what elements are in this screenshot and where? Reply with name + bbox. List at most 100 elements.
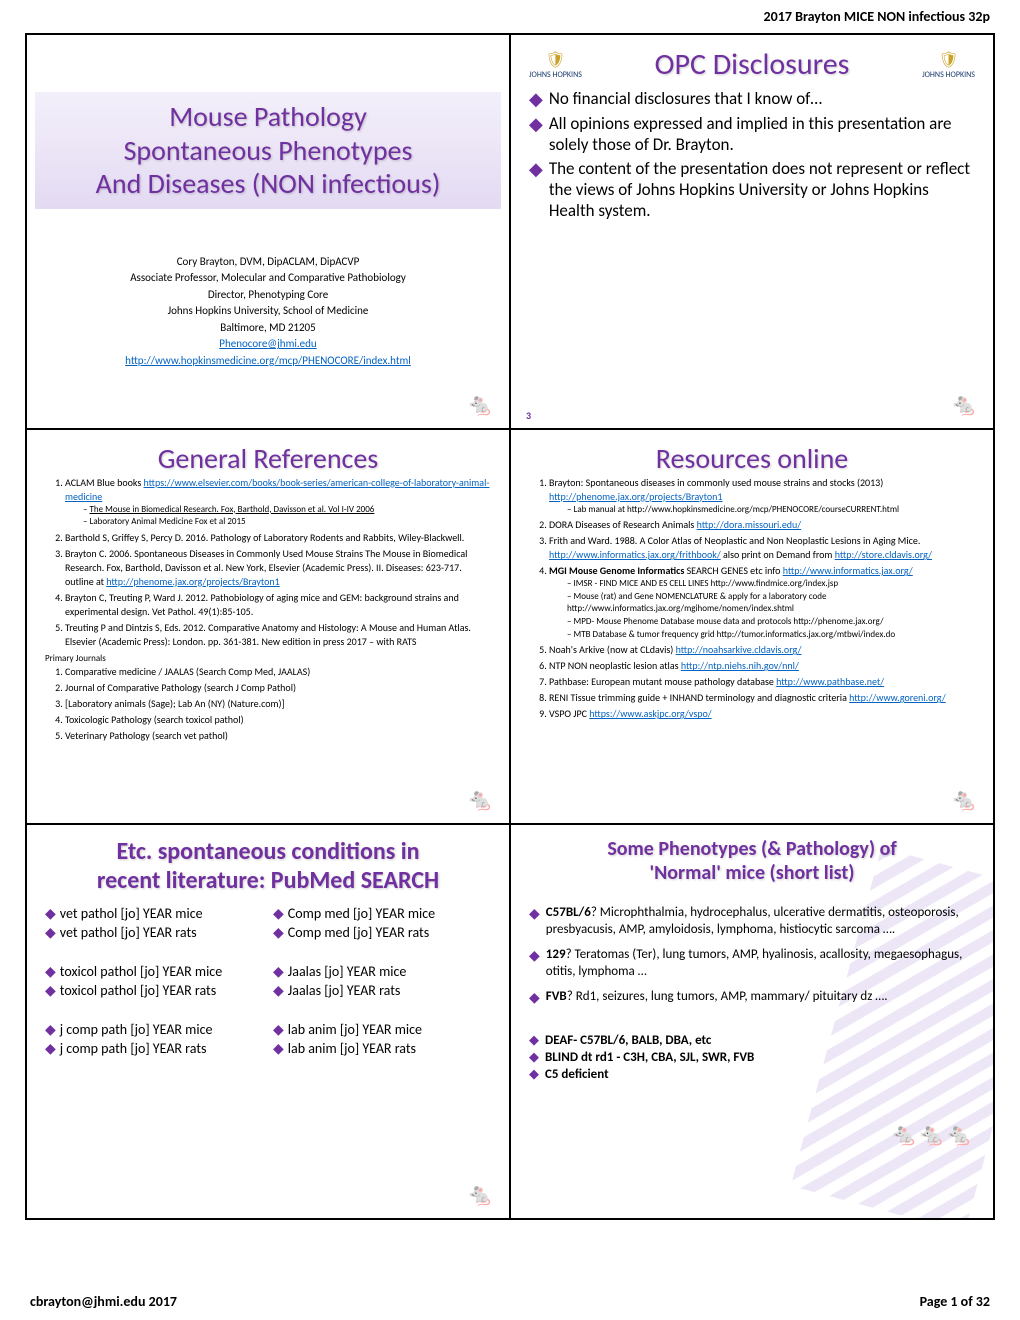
jh-logo-left: 🛡JOHNS HOPKINS <box>529 50 582 80</box>
main-title-line3: And Diseases (NON infectious) <box>43 167 493 201</box>
resource-item: VSPO JPC https://www.askjpc.org/vspo/ <box>549 707 975 721</box>
ref-link[interactable]: http://phenome.jax.org/projects/Brayton1 <box>106 575 279 588</box>
search-term: ◆toxicol pathol [jo] YEAR mice <box>45 963 263 980</box>
resource-link[interactable]: http://store.cldavis.org/ <box>835 548 932 561</box>
search-term: ◆lab anim [jo] YEAR rats <box>273 1040 491 1057</box>
slide-phenotypes: Some Phenotypes (& Pathology) of 'Normal… <box>510 824 994 1219</box>
slide-disclosures: 🛡JOHNS HOPKINS OPC Disclosures 🛡JOHNS HO… <box>510 34 994 429</box>
affil-2: Director, Phenotyping Core <box>45 287 491 304</box>
resource-item: Noah's Arkive (now at CLdavis) http://no… <box>549 643 975 657</box>
pheno-item: ◆129? Teratomas (Ter), lung tumors, AMP,… <box>529 947 975 981</box>
slide-pubmed-search: Etc. spontaneous conditions in recent li… <box>26 824 510 1219</box>
trait-item: ◆BLIND dt rd1 - C3H, CBA, SJL, SWR, FVB <box>529 1050 975 1065</box>
resource-item: MGI Mouse Genome Informatics SEARCH GENE… <box>549 564 975 641</box>
author-block: Cory Brayton, DVM, DipACLAM, DipACVP Ass… <box>45 254 491 370</box>
email-link[interactable]: Phenocore@jhmi.edu <box>219 337 316 350</box>
search-term: ◆toxicol pathol [jo] YEAR rats <box>45 982 263 999</box>
resource-item: Frith and Ward. 1988. A Color Atlas of N… <box>549 534 975 562</box>
list-item: ◆No financial disclosures that I know of… <box>529 88 975 110</box>
search-term: ◆j comp path [jo] YEAR mice <box>45 1021 263 1038</box>
resource-sub: – Lab manual at http://www.hopkinsmedici… <box>567 504 975 517</box>
ref-item: ACLAM Blue books https://www.elsevier.co… <box>65 476 491 529</box>
mouse-icon: 🐁 <box>467 391 494 418</box>
footer-page: Page 1 of 32 <box>920 1293 990 1310</box>
slide-resources-online: Resources online Brayton: Spontaneous di… <box>510 429 994 824</box>
traits-list: ◆DEAF- C57BL/6, BALB, DBA, etc ◆BLIND dt… <box>529 1033 975 1082</box>
ref-item: Brayton C. 2006. Spontaneous Diseases in… <box>65 547 491 589</box>
search-term: ◆vet pathol [jo] YEAR mice <box>45 905 263 922</box>
resource-link[interactable]: http://phenome.jax.org/projects/Brayton1 <box>549 490 722 503</box>
ref-item: Brayton C, Treuting P, Ward J. 2012. Pat… <box>65 591 491 619</box>
trait-item: ◆C5 deficient <box>529 1067 975 1082</box>
pubmed-title-1: Etc. spontaneous conditions in <box>45 837 491 866</box>
phenotypes-title-1: Some Phenotypes (& Pathology) of <box>529 837 975 861</box>
journal-item: Toxicologic Pathology (search toxicol pa… <box>65 713 491 727</box>
list-item: ◆All opinions expressed and implied in t… <box>529 113 975 155</box>
slide-general-refs: General References ACLAM Blue books http… <box>26 429 510 824</box>
three-mice-icon: 🐁🐁🐁 <box>891 1121 973 1148</box>
pubmed-title-2: recent literature: PubMed SEARCH <box>45 866 491 895</box>
search-term: ◆Comp med [jo] YEAR mice <box>273 905 491 922</box>
search-term: ◆Comp med [jo] YEAR rats <box>273 924 491 941</box>
logo-row: 🛡JOHNS HOPKINS OPC Disclosures 🛡JOHNS HO… <box>529 47 975 83</box>
mouse-icon: 🐁 <box>951 391 978 418</box>
resource-sub: – MTB Database & tumor frequency grid ht… <box>567 629 975 642</box>
resources-list: Brayton: Spontaneous diseases in commonl… <box>529 476 975 722</box>
resource-item: RENI Tissue trimming guide + INHAND term… <box>549 691 975 705</box>
slide-title-slide: Mouse Pathology Spontaneous Phenotypes A… <box>26 34 510 429</box>
city: Baltimore, MD 21205 <box>45 320 491 337</box>
resource-link[interactable]: https://www.askjpc.org/vspo/ <box>589 707 711 720</box>
pheno-item: ◆FVB? Rd1, seizures, lung tumors, AMP, m… <box>529 989 975 1007</box>
refs-list: ACLAM Blue books https://www.elsevier.co… <box>45 476 491 744</box>
list-item: ◆The content of the presentation does no… <box>529 158 975 221</box>
resource-link[interactable]: http://www.goreni.org/ <box>849 691 946 704</box>
journal-item: Comparative medicine / JAALAS (Search Co… <box>65 665 491 679</box>
resource-link[interactable]: http://www.informatics.jax.org/ <box>783 564 913 577</box>
search-term: ◆lab anim [jo] YEAR mice <box>273 1021 491 1038</box>
resource-link[interactable]: http://ntp.niehs.nih.gov/nnl/ <box>681 659 799 672</box>
jh-logo-right: 🛡JOHNS HOPKINS <box>922 50 975 80</box>
resource-link[interactable]: http://dora.missouri.edu/ <box>697 518 802 531</box>
journal-item: [Laboratory animals (Sage); Lab An (NY) … <box>65 697 491 711</box>
mouse-icon: 🐁 <box>467 786 494 813</box>
resource-sub: – Mouse (rat) and Gene NOMENCLATURE & ap… <box>567 591 975 616</box>
slide-number: 3 <box>526 409 531 422</box>
journal-item: Veterinary Pathology (search vet pathol) <box>65 729 491 743</box>
website-link[interactable]: http://www.hopkinsmedicine.org/mcp/PHENO… <box>125 354 411 367</box>
search-term: ◆j comp path [jo] YEAR rats <box>45 1040 263 1057</box>
main-title-line1: Mouse Pathology <box>43 100 493 134</box>
disclosure-list: ◆No financial disclosures that I know of… <box>529 88 975 221</box>
affil-3: Johns Hopkins University, School of Medi… <box>45 303 491 320</box>
resource-link[interactable]: http://www.informatics.jax.org/frithbook… <box>549 548 721 561</box>
resource-link[interactable]: http://noahsarkive.cldavis.org/ <box>676 643 802 656</box>
search-columns: ◆vet pathol [jo] YEAR mice ◆Comp med [jo… <box>45 905 491 1057</box>
pheno-item: ◆C57BL/6? Microphthalmia, hydrocephalus,… <box>529 905 975 939</box>
page-header: 2017 Brayton MICE NON infectious 32p <box>0 0 1020 33</box>
resource-item: NTP NON neoplastic lesion atlas http://n… <box>549 659 975 673</box>
search-term: ◆Jaalas [jo] YEAR rats <box>273 982 491 999</box>
journal-item: Journal of Comparative Pathology (search… <box>65 681 491 695</box>
affil-1: Associate Professor, Molecular and Compa… <box>45 270 491 287</box>
page-footer: cbrayton@jhmi.edu 2017 Page 1 of 32 <box>0 1293 1020 1310</box>
ref-item: Barthold S, Griffey S, Percy D. 2016. Pa… <box>65 531 491 545</box>
slides-grid: Mouse Pathology Spontaneous Phenotypes A… <box>25 33 995 1220</box>
ref-sub: – The Mouse in Biomedical Research. Fox,… <box>83 504 491 517</box>
general-refs-title: General References <box>45 442 491 476</box>
mouse-icon: 🐁 <box>467 1181 494 1208</box>
mouse-icon: 🐁 <box>951 786 978 813</box>
primary-journals-label: Primary Journals <box>45 653 491 666</box>
resource-link[interactable]: http://www.pathbase.net/ <box>776 675 884 688</box>
resource-sub: – IMSR - FIND MICE AND ES CELL LINES htt… <box>567 578 975 591</box>
author-name: Cory Brayton, DVM, DipACLAM, DipACVP <box>45 254 491 271</box>
ref-item: Treuting P and Dintzis S, Eds. 2012. Com… <box>65 621 491 649</box>
resource-item: Brayton: Spontaneous diseases in commonl… <box>549 476 975 517</box>
search-term: ◆vet pathol [jo] YEAR rats <box>45 924 263 941</box>
disclosures-title: OPC Disclosures <box>655 47 850 83</box>
ref-sub: – Laboratory Animal Medicine Fox et al 2… <box>83 516 491 529</box>
footer-email: cbrayton@jhmi.edu 2017 <box>30 1293 177 1310</box>
phenotypes-title-2: 'Normal' mice (short list) <box>529 861 975 885</box>
search-term: ◆Jaalas [jo] YEAR mice <box>273 963 491 980</box>
resource-sub: – MPD- Mouse Phenome Database mouse data… <box>567 616 975 629</box>
main-title-line2: Spontaneous Phenotypes <box>43 134 493 168</box>
resources-title: Resources online <box>529 442 975 476</box>
